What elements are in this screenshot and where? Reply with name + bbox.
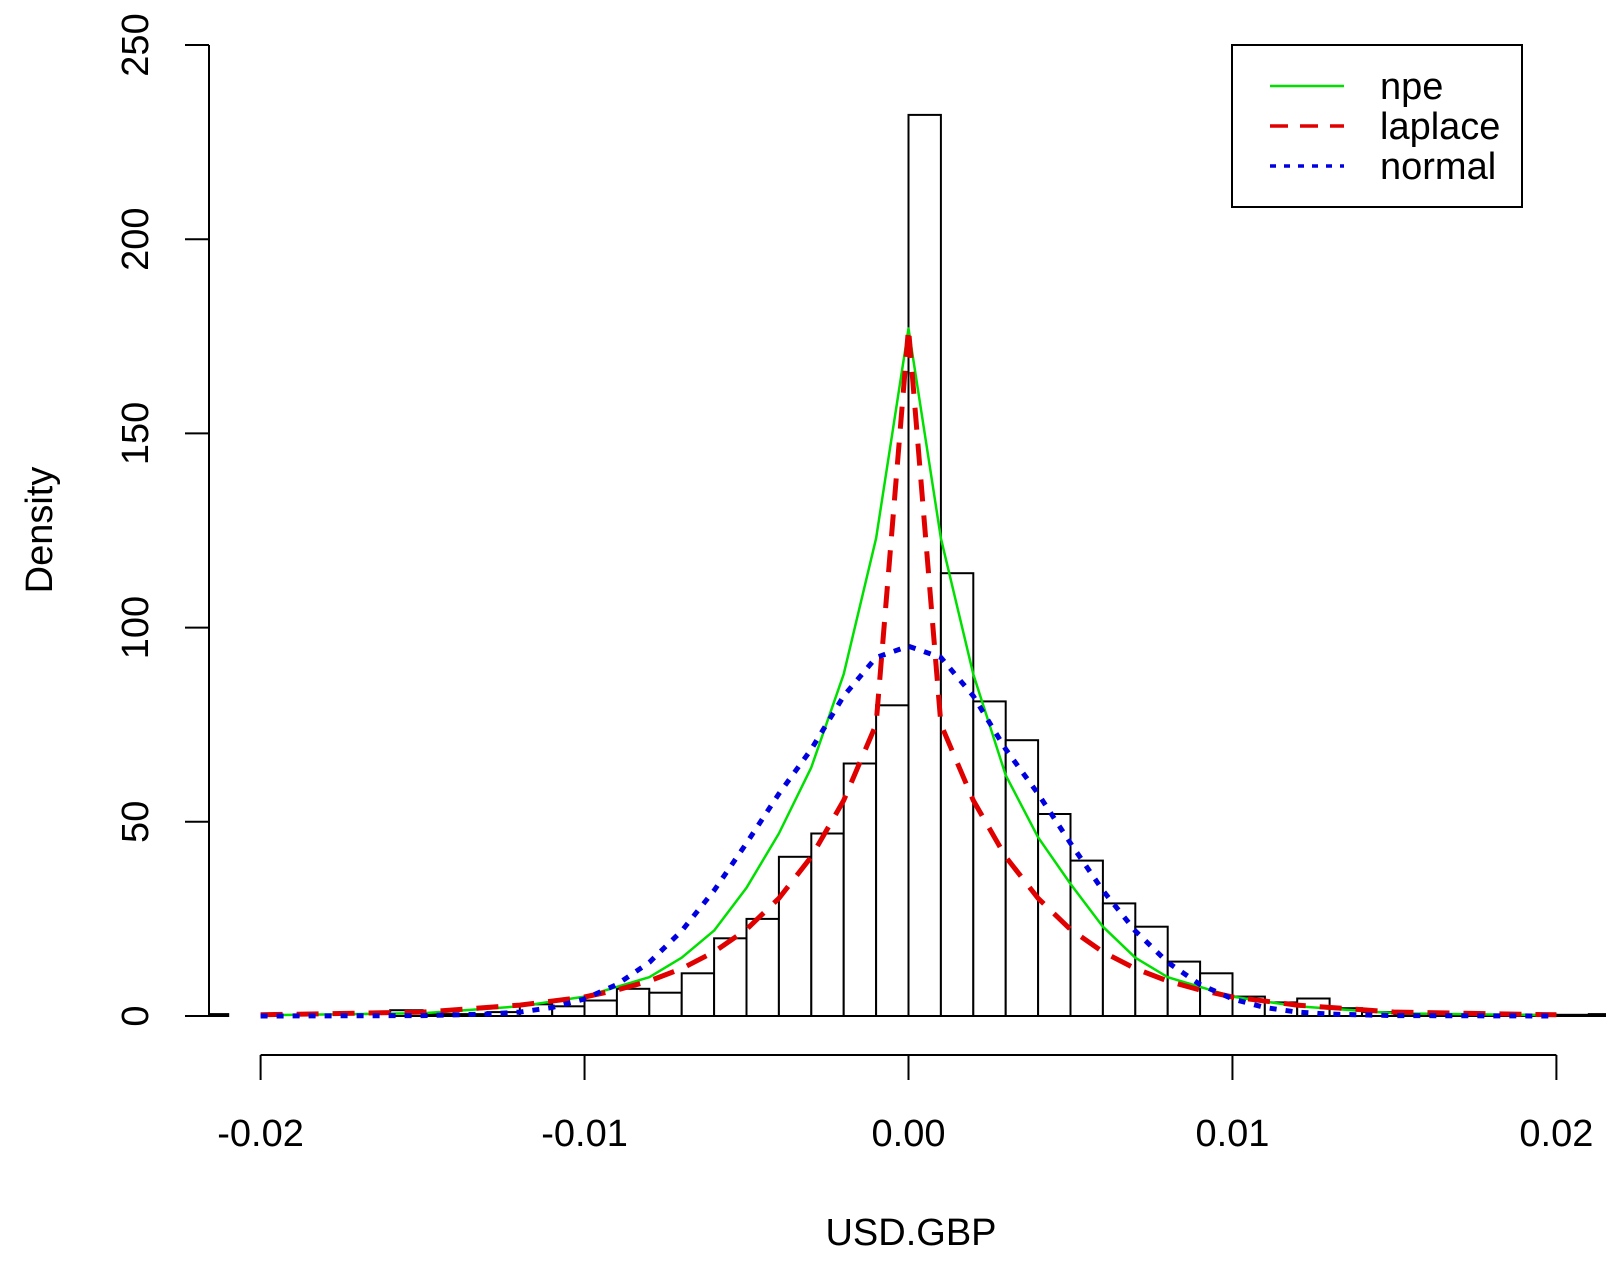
curve-laplace [260, 326, 1557, 1018]
x-axis-label: USD.GBP [825, 1212, 996, 1254]
histogram-bar [777, 855, 813, 1017]
x-tick-label: -0.01 [541, 1113, 628, 1155]
legend-label-npe: npe [1380, 66, 1443, 108]
legend-label-laplace: laplace [1380, 106, 1500, 148]
x-tick-label: 0.01 [1195, 1113, 1269, 1155]
histogram-bar [1555, 1013, 1590, 1017]
histogram-bar [875, 704, 910, 1017]
y-tick-label: 50 [115, 801, 157, 843]
y-tick-label: 150 [115, 402, 157, 465]
histogram-bar [583, 999, 618, 1017]
x-tick-label: 0.02 [1519, 1113, 1593, 1155]
y-axis: 0 50 100 150 200 250 [115, 13, 210, 1027]
x-tick-label: 0.00 [872, 1113, 946, 1155]
histogram-bar [713, 937, 748, 1017]
histogram-bar [209, 1013, 230, 1017]
histogram-bar [1101, 902, 1137, 1018]
y-tick-label: 0 [115, 1005, 157, 1026]
histogram-bar [810, 832, 845, 1017]
histogram-bar [551, 1005, 586, 1017]
histogram-bar [842, 762, 878, 1017]
x-axis: -0.02 -0.01 0.00 0.01 0.02 [217, 1054, 1593, 1155]
histogram-bar [939, 572, 975, 1017]
y-tick-label: 100 [115, 596, 157, 659]
histogram-bar [907, 113, 942, 1017]
x-axis-ticks: -0.02 -0.01 0.00 0.01 0.02 [217, 1055, 1593, 1155]
histogram-bar [972, 700, 1007, 1018]
x-tick-label: -0.02 [217, 1113, 304, 1155]
y-axis-ticks: 0 50 100 150 200 250 [115, 13, 209, 1027]
curve-npe [260, 327, 1557, 1017]
y-tick-label: 250 [115, 13, 157, 76]
histogram-bar [745, 917, 780, 1018]
histogram-bar [648, 991, 683, 1018]
histogram-bar [1134, 925, 1169, 1018]
histogram-bar [680, 972, 716, 1017]
histogram-bar [1004, 739, 1040, 1017]
histogram-bar [1587, 1013, 1607, 1017]
density-curves [260, 326, 1557, 1019]
histogram-bar [615, 987, 651, 1017]
histogram-bars [209, 113, 1607, 1018]
curve-normal [260, 643, 1557, 1019]
y-axis-label: Density [19, 467, 61, 594]
legend-label-normal: normal [1380, 146, 1496, 188]
histogram-bar [1069, 859, 1104, 1017]
y-tick-label: 200 [115, 207, 157, 270]
